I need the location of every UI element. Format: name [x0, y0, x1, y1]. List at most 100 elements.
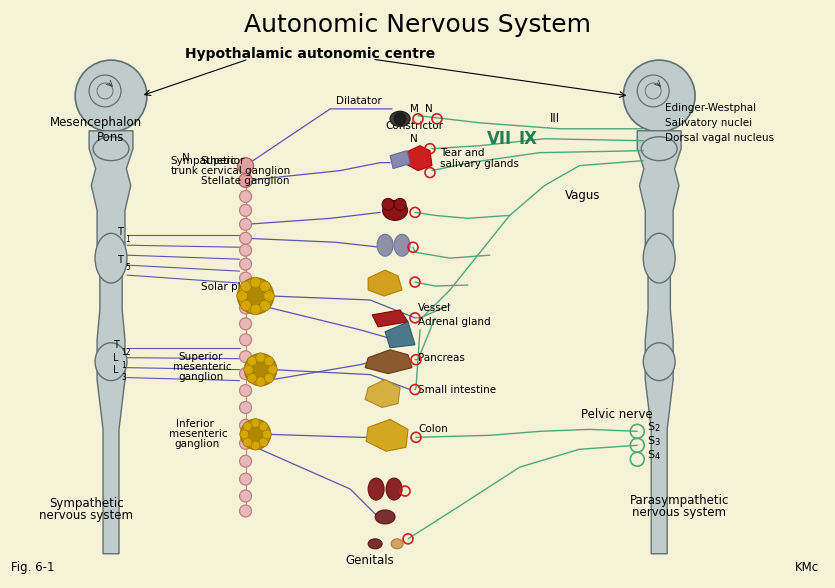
Circle shape	[240, 286, 251, 298]
Circle shape	[236, 290, 247, 302]
Text: Pancreas: Pancreas	[418, 353, 465, 363]
Text: Superior: Superior	[200, 156, 245, 166]
Circle shape	[240, 385, 251, 396]
Ellipse shape	[368, 539, 382, 549]
Circle shape	[240, 272, 251, 284]
Text: 12: 12	[121, 348, 130, 357]
Circle shape	[394, 113, 406, 125]
Polygon shape	[385, 322, 415, 348]
Text: N: N	[425, 104, 433, 114]
Text: T: T	[117, 255, 123, 265]
Ellipse shape	[375, 510, 395, 524]
Text: N: N	[182, 153, 190, 163]
Text: Adrenal gland: Adrenal gland	[418, 317, 491, 327]
Polygon shape	[372, 310, 408, 327]
Circle shape	[247, 373, 257, 383]
Text: S: S	[647, 450, 655, 460]
Text: Genitals: Genitals	[346, 554, 394, 567]
Circle shape	[240, 473, 251, 485]
Circle shape	[240, 191, 251, 202]
Ellipse shape	[382, 199, 394, 211]
Polygon shape	[368, 270, 402, 296]
Text: L: L	[114, 353, 119, 363]
Text: III: III	[549, 112, 559, 125]
Text: KMc: KMc	[795, 561, 818, 574]
Circle shape	[240, 490, 251, 502]
Circle shape	[240, 318, 251, 330]
Ellipse shape	[377, 234, 393, 256]
Circle shape	[240, 244, 251, 256]
Circle shape	[260, 281, 271, 292]
Ellipse shape	[386, 478, 402, 500]
Text: Sympathetic: Sympathetic	[171, 156, 236, 166]
Text: ganglion: ganglion	[179, 372, 224, 382]
Circle shape	[250, 304, 261, 315]
Text: T: T	[117, 228, 123, 238]
Circle shape	[256, 377, 266, 386]
Circle shape	[250, 277, 261, 288]
Text: Autonomic Nervous System: Autonomic Nervous System	[245, 14, 591, 37]
Circle shape	[268, 365, 277, 375]
Circle shape	[238, 158, 254, 173]
Text: Pelvic nerve: Pelvic nerve	[581, 408, 653, 421]
Circle shape	[251, 419, 260, 427]
Text: mesenteric: mesenteric	[169, 429, 227, 439]
Text: Fig. 6-1: Fig. 6-1	[12, 561, 55, 574]
Text: S: S	[647, 436, 655, 446]
Text: Dorsal vagal nucleus: Dorsal vagal nucleus	[665, 133, 774, 143]
Text: 1: 1	[121, 360, 126, 370]
Circle shape	[240, 218, 251, 230]
Text: ganglion: ganglion	[175, 439, 220, 449]
Ellipse shape	[368, 478, 384, 500]
Text: S: S	[647, 422, 655, 432]
Text: Vagus: Vagus	[564, 189, 600, 202]
Text: N: N	[410, 133, 418, 143]
Text: 1: 1	[125, 235, 129, 244]
Text: Inferior: Inferior	[176, 419, 214, 429]
Circle shape	[259, 422, 268, 431]
Circle shape	[243, 422, 252, 431]
Polygon shape	[390, 151, 410, 169]
Text: Solar plexus: Solar plexus	[200, 282, 265, 292]
Text: Superior: Superior	[179, 352, 223, 362]
Ellipse shape	[623, 60, 695, 132]
Circle shape	[240, 505, 251, 517]
Text: L: L	[114, 365, 119, 375]
Text: mesenteric: mesenteric	[173, 362, 231, 372]
Text: Small intestine: Small intestine	[418, 385, 496, 395]
Text: Tear and: Tear and	[440, 148, 484, 158]
Text: 3: 3	[121, 373, 126, 382]
Text: 2: 2	[654, 425, 660, 433]
Text: Edinger-Westphal: Edinger-Westphal	[665, 103, 757, 113]
Circle shape	[240, 300, 251, 311]
Ellipse shape	[641, 137, 677, 161]
Ellipse shape	[394, 234, 410, 256]
Circle shape	[259, 438, 268, 447]
Text: 5: 5	[125, 263, 130, 272]
Circle shape	[240, 455, 251, 467]
Circle shape	[240, 419, 271, 449]
Text: VII: VII	[487, 130, 513, 148]
Text: trunk: trunk	[171, 166, 199, 176]
Ellipse shape	[75, 60, 147, 132]
Text: Constrictor: Constrictor	[385, 121, 443, 131]
Circle shape	[264, 356, 274, 366]
Circle shape	[251, 441, 260, 450]
Ellipse shape	[95, 233, 127, 283]
Circle shape	[245, 286, 266, 306]
Circle shape	[240, 205, 251, 216]
Circle shape	[240, 281, 251, 292]
Polygon shape	[405, 146, 432, 171]
Ellipse shape	[93, 137, 129, 161]
Polygon shape	[365, 380, 400, 407]
Text: Colon: Colon	[418, 425, 448, 435]
Circle shape	[260, 300, 271, 311]
Text: Vessel: Vessel	[418, 303, 451, 313]
Text: IX: IX	[519, 130, 537, 148]
Ellipse shape	[643, 343, 676, 380]
Text: Sympathetic: Sympathetic	[48, 497, 124, 510]
Circle shape	[239, 173, 252, 188]
Circle shape	[244, 365, 253, 375]
Circle shape	[240, 258, 251, 270]
Circle shape	[240, 419, 251, 432]
